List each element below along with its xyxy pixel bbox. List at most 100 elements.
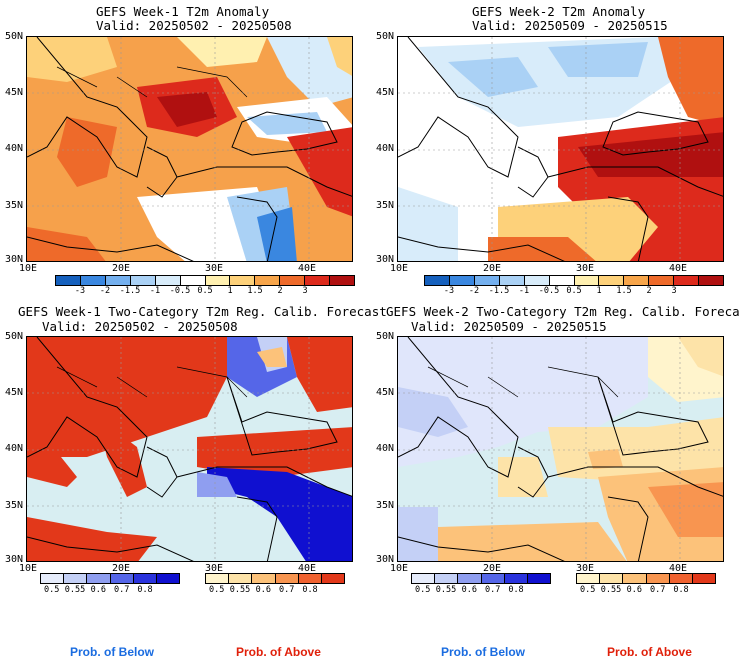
anomaly-color-swatch [624, 276, 650, 285]
lon-label: 40E [668, 263, 688, 274]
colorbar-tick-label: 0.6 [626, 585, 643, 595]
panel-valid-dates: Valid: 20250509 - 20250515 [411, 319, 607, 334]
lat-label: 50N [375, 331, 394, 342]
above-color-swatch [600, 574, 624, 583]
anomaly-color-swatch [205, 276, 231, 285]
below-color-swatch [87, 574, 111, 583]
anomaly-color-swatch [474, 276, 500, 285]
anomaly-color-swatch [649, 276, 675, 285]
anomaly-color-swatch [524, 276, 550, 285]
lon-label: 30E [575, 563, 595, 574]
panel-title: GEFS Week-1 T2m Anomaly [96, 4, 270, 19]
colorbar-tick-label: -3 [443, 286, 455, 296]
below-color-swatch [64, 574, 88, 583]
anomaly-colorbar [424, 275, 724, 286]
anomaly-field [27, 37, 352, 261]
lat-label: 45N [4, 87, 23, 98]
colorbar-tick-label: 0.8 [508, 585, 524, 595]
below-color-swatch [412, 574, 436, 583]
colorbar-tick-label: 0.8 [137, 585, 153, 595]
anomaly-colorbar [55, 275, 355, 286]
colorbar-tick-label: 0.7 [278, 585, 295, 595]
colorbar-tick-label: 2 [277, 286, 283, 296]
colorbar-tick-label: 0.7 [484, 585, 501, 595]
anomaly-color-swatch [155, 276, 181, 285]
colorbar-tick-label: 0.55 [435, 585, 457, 595]
below-color-swatch [504, 574, 528, 583]
map-week2-anomaly [397, 36, 724, 262]
anomaly-color-swatch [574, 276, 600, 285]
panel-title: GEFS Week-1 Two-Category T2m Reg. Calib.… [18, 304, 387, 319]
panel-title: GEFS Week-2 T2m Anomaly [472, 4, 646, 19]
prob-above-label-right: Prob. of Above [607, 645, 692, 659]
lat-label: 45N [375, 87, 394, 98]
above-color-swatch [206, 574, 230, 583]
lon-label: 30E [204, 563, 224, 574]
anomaly-color-swatch [699, 276, 724, 285]
anomaly-color-swatch [80, 276, 106, 285]
lon-label: 40E [297, 263, 317, 274]
below-color-swatch [156, 574, 180, 583]
colorbar-tick-label: -1 [518, 286, 530, 296]
lat-label: 35N [4, 200, 23, 211]
colorbar-tick-label: 0.8 [673, 585, 689, 595]
map-week1-anomaly [26, 36, 353, 262]
anomaly-color-swatch [674, 276, 700, 285]
lat-label: 50N [4, 31, 23, 42]
colorbar-tick-label: 1.5 [616, 286, 632, 296]
anomaly-color-swatch [549, 276, 575, 285]
map-week1-probability [26, 336, 353, 562]
above-color-swatch [298, 574, 322, 583]
lon-label: 20E [111, 563, 131, 574]
colorbar-tick-label: 1 [596, 286, 602, 296]
colorbar-tick-label: -1.5 [119, 286, 141, 296]
anomaly-color-swatch [599, 276, 625, 285]
lat-label: 40N [375, 143, 394, 154]
lat-label: 30N [375, 554, 394, 565]
colorbar-tick-label: 1.5 [247, 286, 263, 296]
anomaly-color-swatch [449, 276, 475, 285]
panel-valid-dates: Valid: 20250502 - 20250508 [42, 319, 238, 334]
anomaly-field [398, 37, 723, 261]
map-week2-probability [397, 336, 724, 562]
anomaly-color-swatch [255, 276, 281, 285]
colorbar-tick-label: 0.5 [414, 585, 431, 595]
colorbar-tick-label: -0.5 [538, 286, 560, 296]
colorbar-tick-label: -1.5 [488, 286, 510, 296]
lon-label: 20E [482, 263, 502, 274]
lon-label: 10E [18, 263, 38, 274]
lat-label: 35N [4, 500, 23, 511]
above-color-swatch [252, 574, 276, 583]
below-color-swatch [133, 574, 157, 583]
above-color-swatch [321, 574, 345, 583]
colorbar-tick-label: 0.55 [64, 585, 86, 595]
colorbar-tick-label: 2 [646, 286, 652, 296]
colorbar-tick-label: -2 [99, 286, 111, 296]
colorbar-tick-label: 0.55 [229, 585, 251, 595]
lon-label: 20E [482, 563, 502, 574]
probability-field [398, 337, 723, 561]
lat-label: 40N [4, 143, 23, 154]
anomaly-color-swatch [425, 276, 450, 285]
colorbar-tick-label: 3 [302, 286, 308, 296]
anomaly-color-swatch [130, 276, 156, 285]
probability-field [27, 337, 352, 561]
anomaly-color-swatch [305, 276, 331, 285]
panel-valid-dates: Valid: 20250509 - 20250515 [472, 18, 668, 33]
anomaly-color-swatch [499, 276, 525, 285]
above-color-swatch [669, 574, 693, 583]
anomaly-color-swatch [230, 276, 256, 285]
lat-label: 35N [375, 500, 394, 511]
above-color-swatch [229, 574, 253, 583]
colorbar-tick-label: 0.5 [197, 286, 213, 296]
above-color-swatch [577, 574, 601, 583]
prob-below-label-right: Prob. of Below [441, 645, 525, 659]
prob-above-label-left: Prob. of Above [236, 645, 321, 659]
colorbar-tick-label: -0.5 [169, 286, 191, 296]
above-color-swatch [623, 574, 647, 583]
colorbar-tick-label: 0.8 [302, 585, 318, 595]
below-color-swatch [458, 574, 482, 583]
below-colorbar [40, 573, 180, 584]
below-color-swatch [435, 574, 459, 583]
lat-label: 30N [4, 554, 23, 565]
